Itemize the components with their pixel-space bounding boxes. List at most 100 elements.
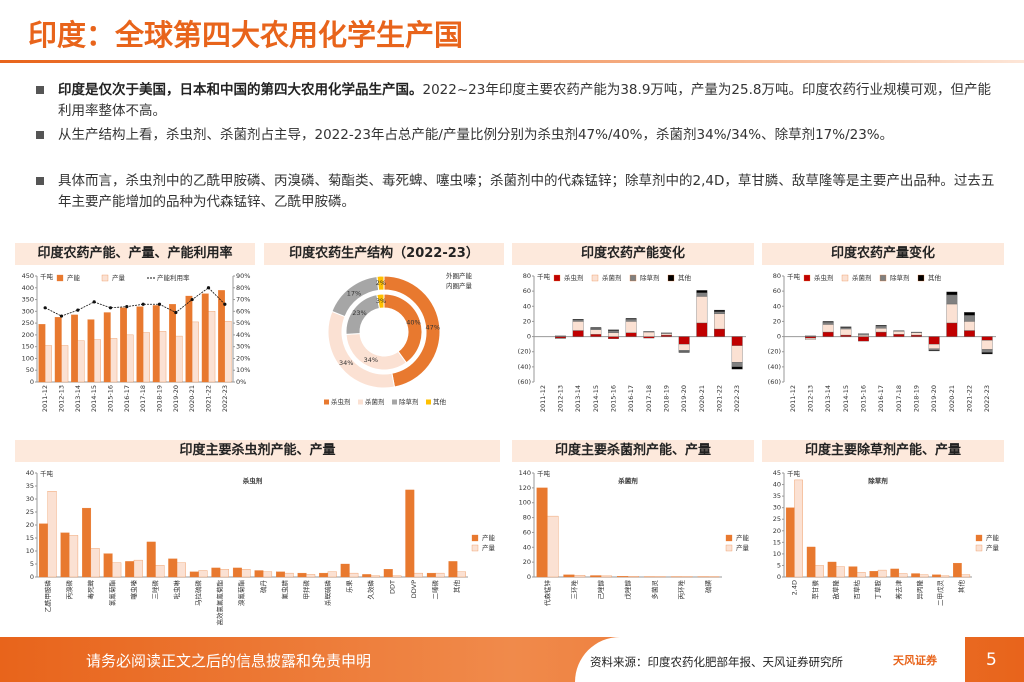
ring-name: 外圈产能	[446, 271, 473, 280]
x-tick-label: 其他	[957, 580, 966, 594]
unit-label: 千吨	[787, 272, 801, 281]
chart-header: 印度农药产能、产量、产能利用率	[15, 243, 255, 265]
bar-segment	[696, 296, 708, 324]
legend-swatch	[725, 534, 733, 542]
legend-label: 产量	[112, 273, 126, 282]
bar-segment	[875, 325, 887, 327]
bar	[39, 523, 48, 578]
y-tick-label: 0	[30, 573, 34, 581]
bar-segment	[555, 336, 566, 339]
bar-segment	[981, 352, 993, 355]
y-tick-label: 35	[26, 482, 34, 490]
x-tick-label: 2013-14	[74, 385, 82, 412]
y-tick-label: 30	[773, 504, 781, 512]
bar	[932, 574, 941, 578]
bar	[574, 574, 586, 578]
page-number: 5	[986, 650, 997, 670]
bar	[224, 321, 232, 383]
x-tick-label: 2017-18	[645, 385, 653, 412]
line-point	[59, 314, 64, 318]
bullet-text: 2022~23年印度主要农药产能为38.9万吨，产量为25.8万吨。印度农药行业…	[58, 82, 991, 119]
bar-segment	[893, 334, 905, 337]
y-tick-label: 5	[777, 561, 781, 569]
line-point	[157, 302, 162, 306]
bar	[297, 572, 307, 578]
bar-segment	[678, 336, 690, 345]
legend-label: 产量	[736, 543, 750, 552]
x-tick-label: 2022-23	[221, 385, 229, 412]
bullet: 印度是仅次于美国，日本和中国的第四大农用化学品生产国。2022~23年印度主要农…	[36, 80, 998, 122]
y-tick-label: 140	[519, 469, 531, 477]
bar-segment	[555, 335, 566, 337]
bar	[961, 574, 971, 578]
charts: 0501001502002503003504004500%10%20%30%40…	[22, 271, 1000, 626]
y-tick-label: 15	[773, 538, 781, 546]
bar	[827, 561, 837, 578]
x-tick-label: 敌草隆	[831, 580, 840, 600]
bar	[448, 561, 458, 578]
x-tick-label: 硫磺	[704, 580, 713, 594]
x-tick-label: 2013-14	[824, 385, 832, 412]
pie-label: 47%	[426, 323, 440, 331]
page-title: 印度：全球第四大农用化学生产国	[28, 18, 464, 52]
line-point	[190, 297, 194, 302]
legend-label: 其他	[433, 397, 447, 406]
bar	[869, 571, 879, 578]
bar-segment	[964, 321, 975, 331]
x-tick-label: 2,4D	[790, 580, 798, 595]
bar-segment	[946, 291, 958, 296]
y2-tick-label: 0%	[236, 378, 246, 386]
y-tick-label: 60	[773, 287, 781, 295]
bar-segment	[928, 350, 940, 352]
y-tick-label: (20)	[518, 348, 531, 356]
x-tick-label: 2022-23	[983, 385, 991, 412]
bar	[405, 489, 415, 578]
legend-label: 杀菌剂	[602, 273, 622, 282]
bullet-text: 从生产结构上看，杀虫剂、杀菌剂占主导，2022-23年占总产能/产量比例分别为杀…	[58, 127, 894, 143]
bar-segment	[858, 334, 869, 337]
x-tick-label: 百草枯	[852, 580, 861, 600]
x-tick-label: 2014-15	[842, 385, 850, 412]
bar-segment	[981, 336, 993, 341]
pie-label: 34%	[364, 356, 378, 364]
bullet-text: 具体而言，杀虫剂中的乙酰甲胺磷、丙溴磷、菊酯类、毒死蜱、噻虫嗪；杀菌剂中的代森锰…	[58, 173, 995, 210]
bar-segment	[572, 330, 584, 337]
x-tick-label: 草甘膦	[810, 580, 819, 600]
line-point	[43, 306, 47, 310]
y-tick-label: 120	[519, 484, 531, 492]
bar	[60, 532, 70, 578]
bar-segment	[858, 333, 869, 336]
bar-segment	[911, 334, 922, 337]
x-tick-label: 氯氰菊酯	[107, 580, 116, 607]
bar-segment	[731, 345, 743, 363]
bar-segment	[964, 315, 975, 322]
bar-segment	[661, 334, 672, 337]
bar-segment	[981, 340, 993, 350]
bar	[125, 561, 135, 578]
bar	[590, 575, 602, 578]
ring-name: 内圈产量	[446, 281, 473, 290]
bar-segment	[964, 330, 975, 337]
y-tick-label: (60)	[518, 378, 531, 386]
bar	[327, 571, 337, 578]
bar	[77, 340, 85, 383]
pie-label: 40%	[406, 318, 420, 326]
legend-label: 杀菌剂	[365, 397, 385, 406]
x-tick-label: 氟虫腈	[280, 580, 289, 600]
legend-swatch	[553, 274, 561, 282]
bar	[136, 306, 144, 383]
legend-swatch	[975, 544, 983, 552]
x-tick-label: 马拉硫磷	[194, 580, 203, 607]
line-point	[174, 310, 178, 315]
x-tick-label: 2021-22	[716, 385, 724, 412]
bar-segment	[625, 332, 637, 337]
bar	[563, 574, 575, 578]
line-point	[223, 302, 227, 306]
bar-segment	[661, 333, 672, 336]
y-tick-label: 35	[773, 492, 781, 500]
y-tick-label: 40	[523, 302, 531, 310]
bar-segment	[625, 319, 637, 322]
y-tick-label: 20	[523, 317, 531, 325]
chart-subtitle: 杀菌剂	[618, 476, 638, 485]
y-tick-label: 10	[26, 547, 34, 555]
